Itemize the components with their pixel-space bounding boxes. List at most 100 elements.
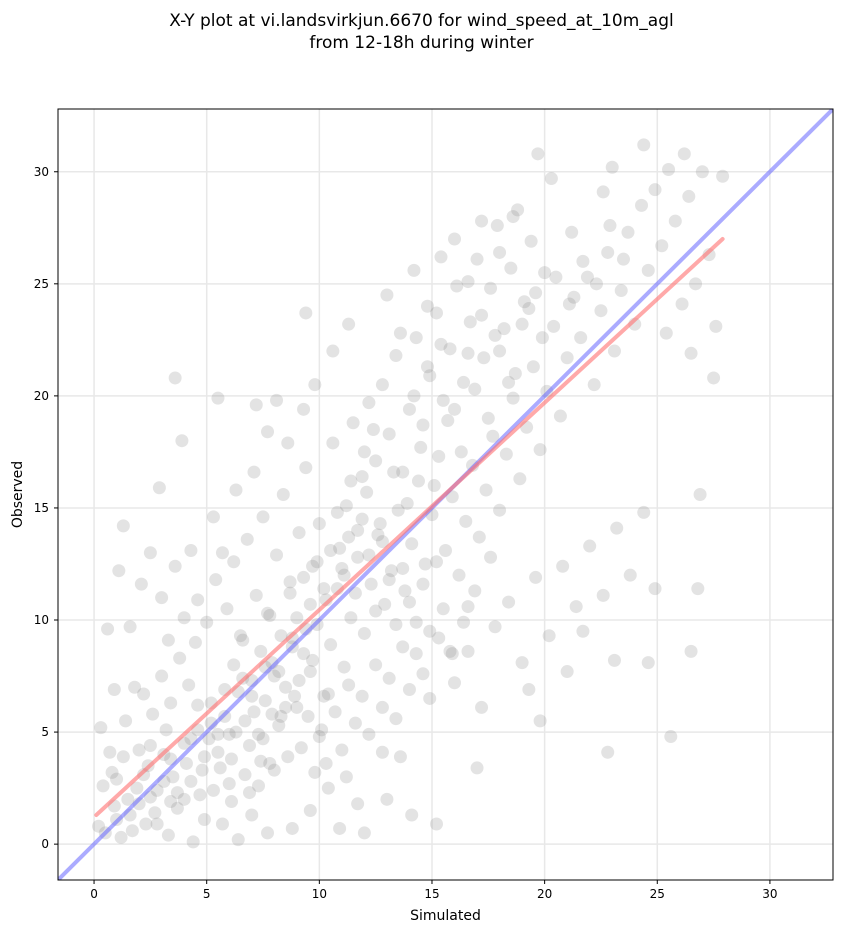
- scatter-point: [369, 604, 383, 618]
- data-points: [92, 138, 730, 849]
- scatter-point: [380, 792, 394, 806]
- scatter-point: [524, 234, 538, 248]
- scatter-point: [707, 371, 721, 385]
- scatter-point: [116, 750, 130, 764]
- scatter-point: [220, 602, 234, 616]
- scatter-point: [418, 557, 432, 571]
- scatter-point: [623, 568, 637, 582]
- scatter-point: [312, 730, 326, 744]
- scatter-point: [128, 680, 142, 694]
- x-axis-label: Simulated: [410, 908, 481, 924]
- y-tick-label: 25: [34, 277, 49, 291]
- scatter-point: [402, 402, 416, 416]
- scatter-point: [222, 727, 236, 741]
- scatter-point: [125, 824, 139, 838]
- scatter-point: [477, 351, 491, 365]
- scatter-point: [261, 826, 275, 840]
- scatter-point: [247, 465, 261, 479]
- scatter-point: [215, 546, 229, 560]
- scatter-point: [481, 411, 495, 425]
- scatter-point: [409, 615, 423, 629]
- scatter-point: [114, 830, 128, 844]
- scatter-point: [607, 653, 621, 667]
- scatter-point: [227, 555, 241, 569]
- scatter-point: [308, 765, 322, 779]
- scatter-point: [375, 535, 389, 549]
- scatter-point: [420, 299, 434, 313]
- scatter-point: [270, 393, 284, 407]
- scatter-point: [342, 530, 356, 544]
- scatter-point: [461, 644, 475, 658]
- scatter-point: [493, 245, 507, 259]
- scatter-point: [197, 812, 211, 826]
- scatter-point: [184, 544, 198, 558]
- scatter-point: [177, 736, 191, 750]
- scatter-point: [236, 633, 250, 647]
- scatter-point: [229, 725, 243, 739]
- scatter-point: [279, 700, 293, 714]
- scatter-point: [416, 577, 430, 591]
- scatter-point: [389, 349, 403, 363]
- scatter-point: [387, 465, 401, 479]
- scatter-point: [538, 266, 552, 280]
- scatter-point: [310, 555, 324, 569]
- scatter-point: [317, 582, 331, 596]
- scatter-point: [355, 689, 369, 703]
- scatter-point: [191, 698, 205, 712]
- scatter-point: [610, 521, 624, 535]
- scatter-point: [256, 510, 270, 524]
- scatter-point: [344, 474, 358, 488]
- scatter-point: [335, 561, 349, 575]
- scatter-point: [179, 756, 193, 770]
- scatter-point: [596, 588, 610, 602]
- scatter-point: [549, 270, 563, 284]
- scatter-point: [393, 750, 407, 764]
- scatter-point: [691, 582, 705, 596]
- scatter-point: [423, 369, 437, 383]
- scatter-point: [488, 328, 502, 342]
- scatter-point: [270, 548, 284, 562]
- scatter-point: [285, 821, 299, 835]
- scatter-point: [414, 440, 428, 454]
- scatter-point: [684, 644, 698, 658]
- scatter-point: [452, 568, 466, 582]
- scatter-point: [402, 682, 416, 696]
- scatter-point: [317, 689, 331, 703]
- scatter-point: [693, 488, 707, 501]
- scatter-point: [684, 346, 698, 360]
- scatter-point: [427, 479, 441, 493]
- scatter-point: [206, 510, 220, 524]
- scatter-point: [306, 559, 320, 573]
- scatter-point: [470, 252, 484, 266]
- scatter-point: [168, 371, 182, 385]
- scatter-point: [116, 519, 130, 533]
- scatter-point: [191, 593, 205, 607]
- scatter-point: [242, 739, 256, 753]
- scatter-point: [170, 786, 184, 800]
- scatter-point: [709, 319, 723, 333]
- scatter-point: [263, 609, 277, 623]
- scatter-point: [702, 248, 716, 262]
- scatter-point: [506, 391, 520, 405]
- scatter-point: [344, 611, 358, 625]
- scatter-point: [265, 707, 279, 721]
- scatter-point: [224, 795, 238, 809]
- x-tick-label: 25: [650, 887, 665, 901]
- scatter-point: [484, 281, 498, 295]
- scatter-point: [596, 185, 610, 199]
- scatter-point: [182, 678, 196, 692]
- scatter-point: [119, 714, 133, 728]
- scatter-point: [384, 564, 398, 578]
- scatter-point: [308, 378, 322, 392]
- scatter-point: [184, 774, 198, 788]
- scatter-point: [297, 647, 311, 661]
- scatter-point: [362, 548, 376, 562]
- scatter-point: [152, 481, 166, 495]
- scatter-point: [429, 555, 443, 569]
- scatter-point: [351, 550, 365, 564]
- scatter-point: [261, 606, 275, 620]
- scatter-point: [297, 570, 311, 584]
- scatter-point: [315, 723, 329, 737]
- scatter-point: [92, 819, 106, 833]
